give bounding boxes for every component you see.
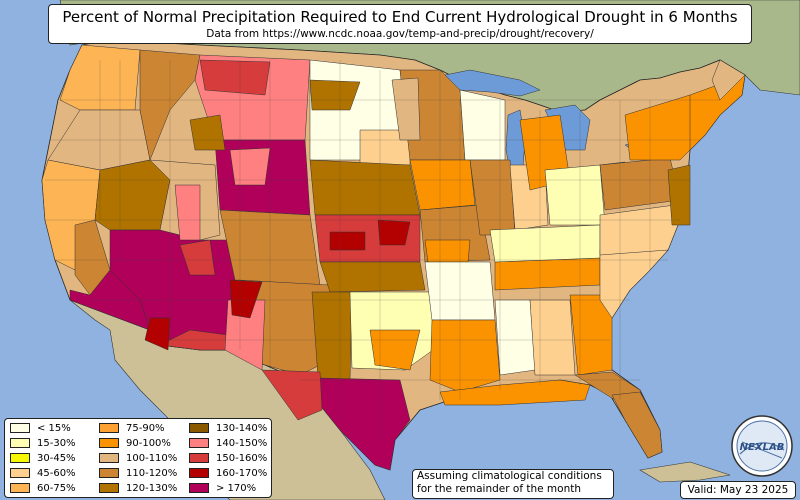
legend-swatch <box>10 438 30 448</box>
legend-label: 30-45% <box>37 453 76 464</box>
legend-item: 15-30% <box>10 438 76 450</box>
legend-item: 160-170% <box>189 468 267 480</box>
region-ne-ks-dark <box>377 219 411 246</box>
legend-label: 60-75% <box>37 483 76 494</box>
region-kansas-dark <box>329 231 366 251</box>
region-nevada-north <box>94 159 171 231</box>
map-subtitle: Data from https://www.ncdc.noaa.gov/temp… <box>206 28 594 40</box>
legend-swatch <box>99 483 119 493</box>
legend-label: > 170% <box>216 483 257 494</box>
legend-swatch <box>189 483 209 493</box>
legend-swatch <box>10 423 30 433</box>
legend-label: 130-140% <box>216 423 268 434</box>
region-florida-peninsula <box>611 391 663 459</box>
map-title: Percent of Normal Precipitation Required… <box>62 8 738 26</box>
region-virginia <box>599 204 679 256</box>
region-alabama <box>529 299 576 376</box>
legend-swatch <box>10 468 30 478</box>
legend-label: 140-150% <box>216 438 268 449</box>
logo-text: NEXLAB <box>740 442 785 453</box>
assumption-note: Assuming climatological conditions for t… <box>412 469 614 499</box>
region-se-az-dark <box>144 317 171 351</box>
legend-swatch <box>99 423 119 433</box>
note-line-2: for the remainder of the month <box>417 483 582 495</box>
legend-item: 150-160% <box>189 453 267 465</box>
note-line-1: Assuming climatological conditions <box>417 470 602 482</box>
legend-swatch <box>99 438 119 448</box>
region-nebraska <box>309 159 421 216</box>
legend-label: 75-90% <box>126 423 165 434</box>
legend: < 15% 15-30% 30-45% 45-60% 60-75% 75-90%… <box>4 418 272 498</box>
legend-label: < 15% <box>37 423 71 434</box>
legend-item: 140-150% <box>189 438 267 450</box>
region-nj-md <box>667 164 691 226</box>
legend-label: 45-60% <box>37 468 76 479</box>
legend-swatch <box>189 423 209 433</box>
region-mo-south <box>424 239 471 263</box>
region-texas-panhandle <box>311 291 353 381</box>
region-utah-west <box>174 184 201 241</box>
legend-item: < 15% <box>10 423 71 435</box>
legend-label: 100-110% <box>126 453 178 464</box>
region-wy-west <box>229 147 271 186</box>
legend-swatch <box>189 438 209 448</box>
county-lines <box>45 60 720 440</box>
legend-item: 110-120% <box>99 468 177 480</box>
region-sw-utah <box>179 239 216 276</box>
legend-label: 120-130% <box>126 483 178 494</box>
region-iowa <box>409 159 476 211</box>
legend-label: 150-160% <box>216 453 268 464</box>
legend-item: 130-140% <box>189 423 267 435</box>
legend-swatch <box>99 453 119 463</box>
region-se-idaho <box>189 114 226 151</box>
region-ohio <box>544 164 606 226</box>
legend-item: 90-100% <box>99 438 171 450</box>
region-oklahoma <box>319 261 426 293</box>
legend-swatch <box>189 453 209 463</box>
legend-item: 75-90% <box>99 423 165 435</box>
legend-swatch <box>189 468 209 478</box>
valid-date: Valid: May 23 2025 <box>680 481 796 499</box>
nexlab-logo: NEXLAB <box>731 415 793 477</box>
region-gulf-coast-orange <box>439 379 591 406</box>
legend-item: 120-130% <box>99 483 177 495</box>
region-tennessee <box>494 257 601 291</box>
region-louisiana <box>429 319 501 393</box>
region-georgia <box>569 294 613 376</box>
legend-label: 15-30% <box>37 438 76 449</box>
region-wisconsin <box>459 89 506 161</box>
legend-swatch <box>10 483 30 493</box>
legend-label: 90-100% <box>126 438 171 449</box>
legend-item: 60-75% <box>10 483 76 495</box>
legend-item: 30-45% <box>10 453 76 465</box>
region-kentucky <box>489 224 601 263</box>
legend-item: 100-110% <box>99 453 177 465</box>
region-texas-west <box>261 369 323 421</box>
title-box: Percent of Normal Precipitation Required… <box>48 4 752 44</box>
legend-swatch <box>99 468 119 478</box>
region-montana-north <box>199 59 271 96</box>
legend-label: 160-170% <box>216 468 268 479</box>
cuba-land <box>639 461 731 483</box>
region-mississippi <box>494 299 536 376</box>
legend-item: > 170% <box>189 483 256 495</box>
region-nm-north <box>229 279 263 319</box>
legend-label: 110-120% <box>126 468 178 479</box>
legend-item: 45-60% <box>10 468 76 480</box>
legend-swatch <box>10 453 30 463</box>
